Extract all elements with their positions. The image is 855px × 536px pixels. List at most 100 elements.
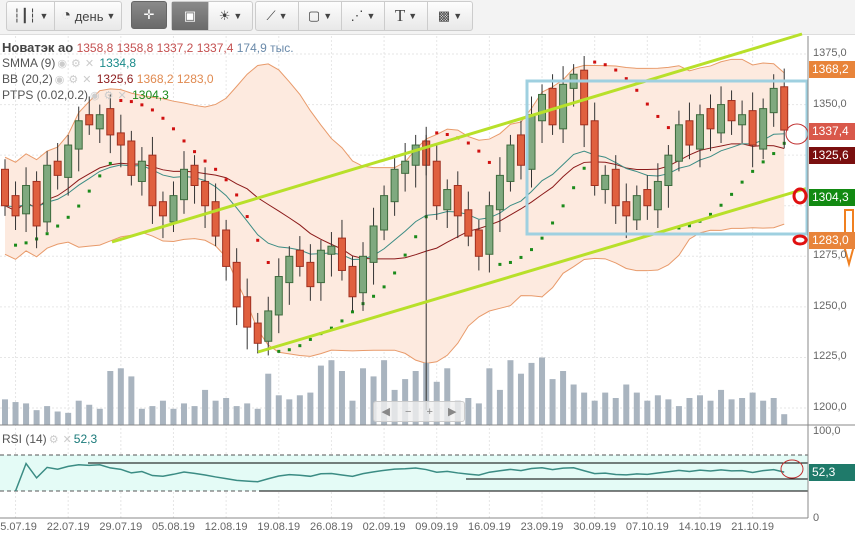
smma-label: SMMA (9) xyxy=(2,56,56,70)
volume-bar xyxy=(623,384,630,425)
date-axis-label: 02.09.19 xyxy=(362,521,406,533)
close-icon[interactable]: ✕ xyxy=(62,434,72,446)
volume-bar xyxy=(360,368,367,425)
bb-lower-value: 1283,0 xyxy=(176,72,214,86)
candle-down xyxy=(190,164,199,186)
events-button[interactable]: ☀ ▼ xyxy=(218,8,243,23)
gear-icon[interactable]: ⚙ xyxy=(48,434,59,446)
candle-down xyxy=(1,168,9,207)
eye-icon[interactable]: ◉ xyxy=(54,74,65,86)
eye-icon[interactable]: ◉ xyxy=(57,58,67,70)
psar-dot xyxy=(277,349,281,353)
candle-down xyxy=(85,114,94,126)
bb-mid-tag: 1325,6 xyxy=(809,147,855,164)
annotation-circle xyxy=(785,123,809,145)
zoom-out-icon[interactable]: − xyxy=(405,405,412,418)
line-tool-button[interactable]: ⟋ ▼ xyxy=(256,2,299,30)
candle-down xyxy=(622,201,631,217)
eye-icon[interactable]: ◉ xyxy=(90,90,100,102)
candle-up xyxy=(717,104,726,134)
candle-up xyxy=(390,168,399,203)
psar-dot xyxy=(593,60,597,64)
date-axis-label: 21.10.19 xyxy=(731,521,775,533)
volume-bar xyxy=(117,368,124,425)
volume-bar xyxy=(591,400,598,425)
candle-up xyxy=(274,276,283,316)
candle-up xyxy=(327,245,336,255)
psar-dot xyxy=(129,100,133,104)
candle-up xyxy=(506,144,515,182)
rsi-axis-max: 100,0 xyxy=(813,425,841,437)
psar-dot xyxy=(772,152,776,156)
psar-dot xyxy=(287,348,291,352)
volume-bar xyxy=(286,399,293,425)
close-icon[interactable]: ✕ xyxy=(82,74,92,86)
period-select[interactable]: ◔ день ▼ xyxy=(61,7,116,24)
volume-bar xyxy=(770,398,777,425)
psar-dot xyxy=(87,189,91,193)
chart-navigator[interactable]: ◀ − + ▶ xyxy=(373,401,465,422)
psar-dot xyxy=(224,178,228,182)
psar-dot xyxy=(624,77,628,81)
volume-bar xyxy=(686,398,693,425)
price-axis-label: 1200,0 xyxy=(813,401,847,414)
rsi-legend: RSI (14) ⚙ ✕ 52,3 xyxy=(2,432,98,446)
candle-up xyxy=(632,195,641,221)
toolbar: ┆┃┆ ▼ ◔ день ▼ ✛ ▣ ☀ ▼ ⟋ ▼ ▢ ▼ ⋰ ▼ T ▼ ▩ ▼ xyxy=(0,0,855,35)
volume-bar xyxy=(412,371,419,425)
candle-up xyxy=(653,180,662,211)
volume-bar xyxy=(349,400,356,425)
bb-mid-value: 1325,6 xyxy=(96,72,134,86)
candle-up xyxy=(359,255,368,294)
volume-bar xyxy=(528,362,535,425)
psar-dot xyxy=(740,180,744,184)
scroll-right-icon[interactable]: ▶ xyxy=(448,406,457,418)
volume-bar xyxy=(128,376,135,425)
volume-bar xyxy=(781,414,788,425)
psar-dot xyxy=(56,224,60,228)
crosshair-button[interactable]: ✛ xyxy=(131,1,167,29)
psar-dot xyxy=(24,241,28,245)
scroll-left-icon[interactable]: ◀ xyxy=(381,406,390,418)
candle-down xyxy=(548,87,557,126)
close-icon[interactable]: ✕ xyxy=(117,90,127,102)
volume-bar xyxy=(12,402,19,425)
chart-type-button[interactable]: ┆┃┆ ▼ xyxy=(7,2,56,30)
volume-bar xyxy=(202,389,209,425)
annotation-circle xyxy=(792,234,808,246)
shape-tool-button[interactable]: ▢ ▼ xyxy=(299,2,342,30)
price-axis-label: 1250,0 xyxy=(813,299,847,312)
clock-icon: ◔ xyxy=(61,7,72,24)
candle-up xyxy=(485,205,494,255)
volume-bar xyxy=(654,395,661,425)
date-axis-label: 23.09.19 xyxy=(520,521,564,533)
psar-dot xyxy=(551,221,555,225)
date-axis-label: 29.07.19 xyxy=(99,521,143,533)
psar-dot xyxy=(666,126,670,130)
psar-dot xyxy=(329,326,333,330)
fibonacci-tool-button[interactable]: ⋰ ▼ xyxy=(342,2,385,30)
psar-dot xyxy=(372,294,376,298)
zoom-in-icon[interactable]: + xyxy=(426,405,433,418)
candle-down xyxy=(516,134,525,166)
date-axis-label: 30.09.19 xyxy=(573,521,617,533)
text-tool-button[interactable]: T ▼ xyxy=(385,2,428,30)
psar-dot xyxy=(182,139,186,143)
gear-icon[interactable]: ⚙ xyxy=(68,74,79,86)
indicators-button[interactable]: ▣ xyxy=(172,2,209,30)
gear-icon[interactable]: ⚙ xyxy=(70,58,81,70)
volume-bar xyxy=(739,398,746,425)
volume-bar xyxy=(244,403,251,425)
psar-dot xyxy=(709,212,713,216)
chart-legend: Новатэк ао 1358,8 1358,8 1337,2 1337,4 1… xyxy=(2,40,294,104)
close-icon[interactable]: ✕ xyxy=(84,58,95,70)
candle-down xyxy=(53,160,62,176)
volume-bar xyxy=(75,400,82,425)
psar-dot xyxy=(150,108,154,112)
gear-icon[interactable]: ⚙ xyxy=(103,90,114,102)
image-export-button[interactable]: ▩ ▼ xyxy=(437,8,463,23)
date-axis-label: 14.10.19 xyxy=(678,521,722,533)
date-axis-label: 15.07.19 xyxy=(0,521,37,533)
date-axis-label: 09.09.19 xyxy=(415,521,459,533)
